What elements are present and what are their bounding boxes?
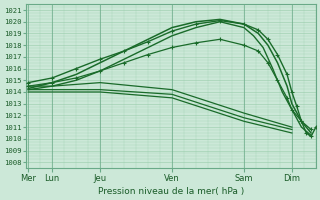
X-axis label: Pression niveau de la mer( hPa ): Pression niveau de la mer( hPa ) (98, 187, 244, 196)
